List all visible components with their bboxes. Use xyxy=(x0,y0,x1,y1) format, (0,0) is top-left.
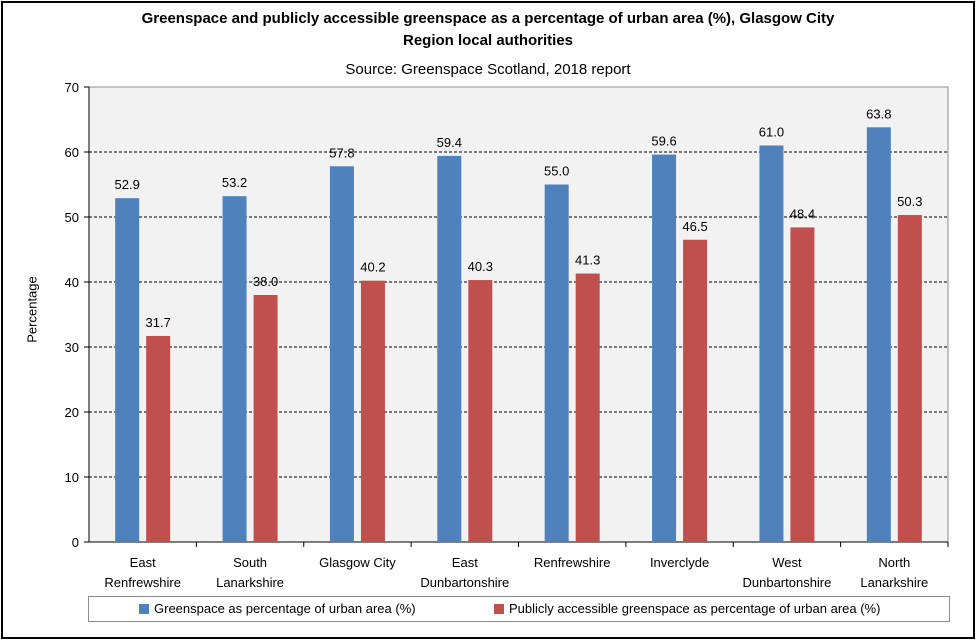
x-tick-label: Renfrewshire xyxy=(534,555,611,570)
data-label-greenspace: 55.0 xyxy=(544,164,569,179)
bar-accessible-greenspace xyxy=(575,273,600,542)
x-tick-label: East xyxy=(130,555,156,570)
x-tick-label: Dunbartonshire xyxy=(742,575,831,590)
data-label-greenspace: 59.6 xyxy=(651,134,676,149)
legend-item-accessible-greenspace: Publicly accessible greenspace as percen… xyxy=(494,601,880,616)
bar-greenspace xyxy=(759,145,784,542)
chart-title: Greenspace and publicly accessible green… xyxy=(0,8,976,52)
bar-greenspace xyxy=(866,127,891,543)
data-label-accessible-greenspace: 38.0 xyxy=(253,274,278,289)
data-label-greenspace: 53.2 xyxy=(222,175,247,190)
data-label-accessible-greenspace: 46.5 xyxy=(682,219,707,234)
bar-greenspace xyxy=(115,198,140,542)
y-tick-label: 30 xyxy=(65,340,79,355)
y-tick-label: 70 xyxy=(65,80,79,95)
legend: Greenspace as percentage of urban area (… xyxy=(88,596,950,622)
y-tick-label: 50 xyxy=(65,210,79,225)
data-label-accessible-greenspace: 40.2 xyxy=(360,260,385,275)
x-tick-label: West xyxy=(772,555,802,570)
bar-accessible-greenspace xyxy=(897,215,922,543)
data-label-greenspace: 52.9 xyxy=(115,177,140,192)
y-tick-label: 20 xyxy=(65,405,79,420)
legend-swatch-greenspace xyxy=(139,603,149,614)
bar-greenspace xyxy=(222,196,247,542)
y-tick-label: 10 xyxy=(65,470,79,485)
y-tick-label: 0 xyxy=(72,535,79,550)
chart-title-line-1: Greenspace and publicly accessible green… xyxy=(141,10,835,27)
x-tick-label: South xyxy=(233,555,267,570)
bar-accessible-greenspace xyxy=(468,280,493,542)
data-label-accessible-greenspace: 50.3 xyxy=(897,194,922,209)
data-label-accessible-greenspace: 31.7 xyxy=(146,315,171,330)
y-tick-label: 60 xyxy=(65,145,79,160)
x-tick-label: Glasgow City xyxy=(319,555,396,570)
x-tick-label: Renfrewshire xyxy=(104,575,181,590)
bar-greenspace xyxy=(329,166,354,543)
data-label-greenspace: 63.8 xyxy=(866,106,891,121)
bar-greenspace xyxy=(652,154,677,542)
x-tick-label: Dunbartonshire xyxy=(420,575,509,590)
x-tick-label: North xyxy=(878,555,910,570)
x-tick-label: East xyxy=(452,555,478,570)
data-label-greenspace: 61.0 xyxy=(759,125,784,140)
bar-greenspace xyxy=(437,155,462,542)
data-label-greenspace: 57.8 xyxy=(329,145,354,160)
bar-accessible-greenspace xyxy=(146,335,171,542)
data-label-accessible-greenspace: 48.4 xyxy=(790,206,815,221)
plot-area xyxy=(88,86,949,543)
legend-item-greenspace: Greenspace as percentage of urban area (… xyxy=(139,601,416,616)
data-label-accessible-greenspace: 40.3 xyxy=(468,259,493,274)
data-label-greenspace: 59.4 xyxy=(437,135,462,150)
y-tick-label: 40 xyxy=(65,275,79,290)
bar-accessible-greenspace xyxy=(683,239,708,542)
x-tick-label: Lanarkshire xyxy=(216,575,284,590)
chart-title-line-2: Region local authorities xyxy=(402,32,574,49)
x-tick-label: Inverclyde xyxy=(650,555,709,570)
data-label-accessible-greenspace: 41.3 xyxy=(575,253,600,268)
bar-accessible-greenspace xyxy=(253,295,278,542)
legend-label-greenspace: Greenspace as percentage of urban area (… xyxy=(154,601,416,616)
legend-label-accessible-greenspace: Publicly accessible greenspace as percen… xyxy=(509,601,881,616)
chart-subtitle: Source: Greenspace Scotland, 2018 report xyxy=(345,61,631,78)
legend-swatch-accessible-greenspace xyxy=(494,603,504,614)
x-tick-label: Lanarkshire xyxy=(860,575,928,590)
bar-accessible-greenspace xyxy=(790,227,815,542)
bar-accessible-greenspace xyxy=(360,280,385,542)
bar-greenspace xyxy=(544,184,569,542)
